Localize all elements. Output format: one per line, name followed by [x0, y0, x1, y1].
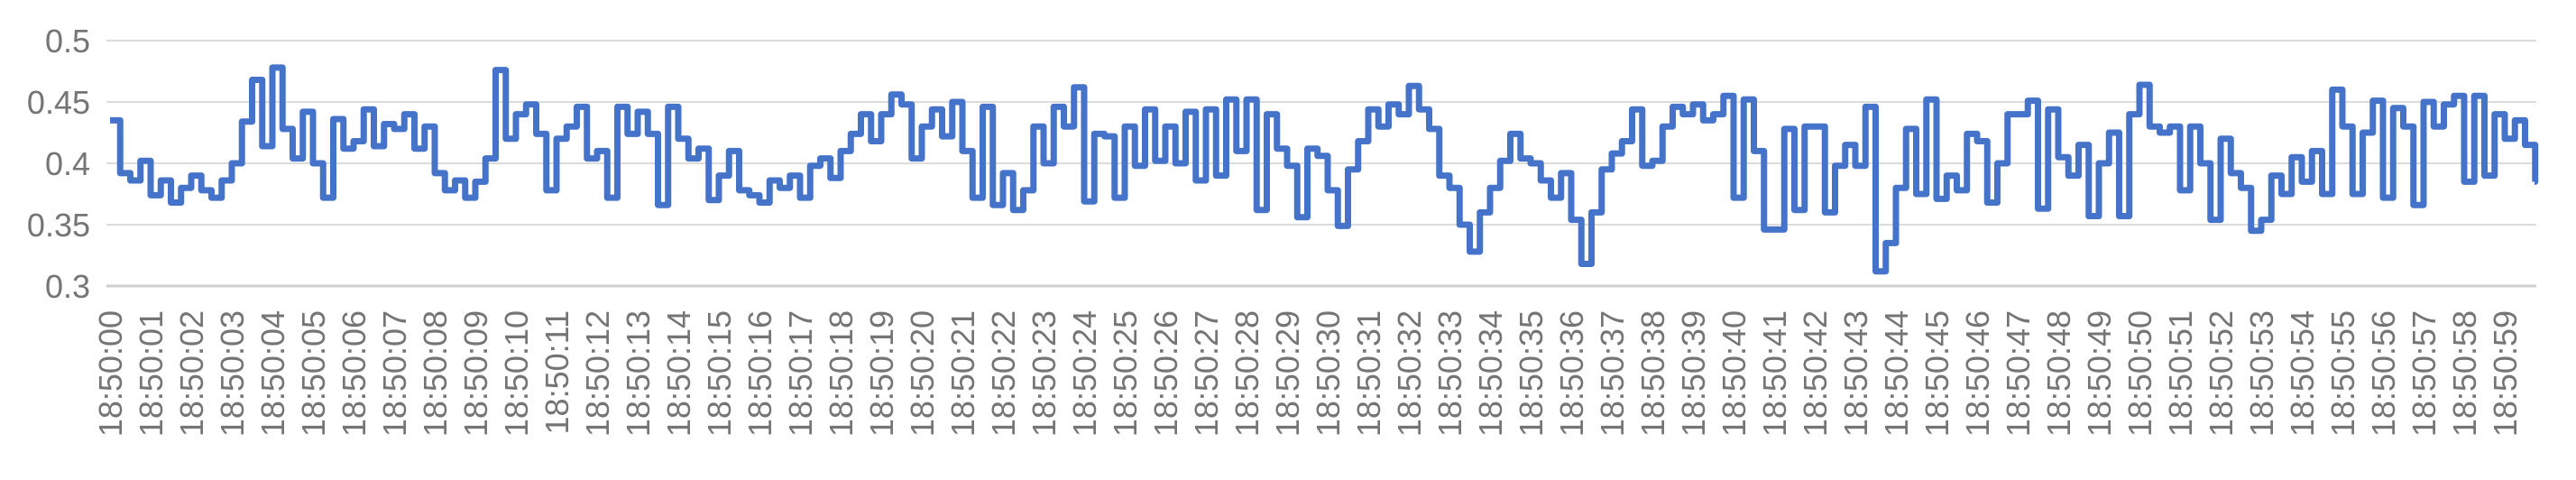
x-axis-label: 18:50:55	[2324, 310, 2361, 437]
x-axis-label: 18:50:51	[2162, 310, 2199, 437]
x-axis-label: 18:50:56	[2365, 310, 2402, 437]
x-axis-label: 18:50:05	[295, 310, 332, 437]
x-axis-label: 18:50:42	[1797, 310, 1834, 437]
x-axis-label: 18:50:57	[2406, 310, 2443, 437]
x-axis-label: 18:50:37	[1594, 310, 1631, 437]
x-axis-label: 18:50:49	[2081, 310, 2118, 437]
y-axis-label: 0.3	[45, 268, 90, 305]
x-axis-label: 18:50:25	[1107, 310, 1144, 437]
x-axis-label: 18:50:11	[538, 310, 575, 434]
y-axis-label: 0.45	[27, 84, 90, 121]
x-axis-label: 18:50:44	[1878, 310, 1915, 437]
y-axis-label: 0.5	[45, 23, 90, 60]
x-axis-label: 18:50:32	[1391, 310, 1428, 437]
y-axis-label: 0.4	[45, 145, 90, 182]
x-axis-label: 18:50:31	[1350, 310, 1387, 437]
x-axis-label: 18:50:59	[2487, 310, 2524, 437]
x-axis-label: 18:50:47	[2000, 310, 2037, 437]
x-axis-label: 18:50:58	[2446, 310, 2483, 437]
x-axis-label: 18:50:19	[863, 310, 900, 437]
y-axis-label: 0.35	[27, 207, 90, 244]
x-axis-label: 18:50:21	[944, 310, 981, 437]
x-axis-label: 18:50:00	[92, 310, 129, 437]
x-axis-label: 18:50:53	[2243, 310, 2280, 437]
x-axis-label: 18:50:03	[214, 310, 251, 437]
x-axis-label: 18:50:50	[2121, 310, 2158, 437]
x-axis-label: 18:50:08	[417, 310, 454, 437]
x-axis-label: 18:50:07	[376, 310, 413, 437]
x-axis-label: 18:50:24	[1066, 310, 1103, 437]
x-axis-label: 18:50:46	[1959, 310, 1996, 437]
x-axis-label: 18:50:15	[701, 310, 738, 437]
x-axis-label: 18:50:22	[985, 310, 1022, 437]
x-axis-label: 18:50:01	[133, 310, 170, 437]
x-axis-label: 18:50:33	[1431, 310, 1468, 437]
x-axis-label: 18:50:10	[498, 310, 535, 437]
x-axis-label: 18:50:34	[1472, 310, 1509, 437]
x-axis-label: 18:50:30	[1310, 310, 1347, 437]
x-axis-label: 18:50:06	[336, 310, 373, 437]
x-axis-label: 18:50:23	[1026, 310, 1063, 437]
x-axis-label: 18:50:26	[1147, 310, 1184, 437]
x-axis-label: 18:50:39	[1675, 310, 1712, 437]
x-axis-label: 18:50:29	[1269, 310, 1306, 437]
x-axis-label: 18:50:36	[1553, 310, 1590, 437]
x-axis-label: 18:50:28	[1228, 310, 1265, 437]
x-axis-label: 18:50:52	[2203, 310, 2240, 437]
x-axis-label: 18:50:35	[1513, 310, 1550, 437]
x-axis-label: 18:50:02	[173, 310, 210, 437]
x-axis-label: 18:50:54	[2284, 310, 2321, 437]
x-axis-label: 18:50:04	[254, 310, 291, 437]
x-axis-label: 18:50:13	[620, 310, 657, 437]
x-axis-label: 18:50:20	[904, 310, 941, 437]
x-axis-label: 18:50:12	[579, 310, 616, 437]
x-axis-label: 18:50:27	[1188, 310, 1225, 437]
x-axis-label: 18:50:48	[2040, 310, 2077, 437]
x-axis-label: 18:50:40	[1716, 310, 1753, 437]
x-axis-label: 18:50:18	[823, 310, 860, 437]
x-axis-label: 18:50:38	[1634, 310, 1671, 437]
x-axis-label: 18:50:45	[1918, 310, 1955, 437]
x-axis-label: 18:50:17	[782, 310, 819, 437]
x-axis-label: 18:50:43	[1837, 310, 1874, 437]
data-series-line	[110, 64, 2539, 275]
x-axis-label: 18:50:14	[660, 310, 697, 437]
x-axis-label: 18:50:09	[457, 310, 494, 437]
x-axis-label: 18:50:16	[741, 310, 778, 437]
x-axis-label: 18:50:41	[1756, 310, 1793, 437]
